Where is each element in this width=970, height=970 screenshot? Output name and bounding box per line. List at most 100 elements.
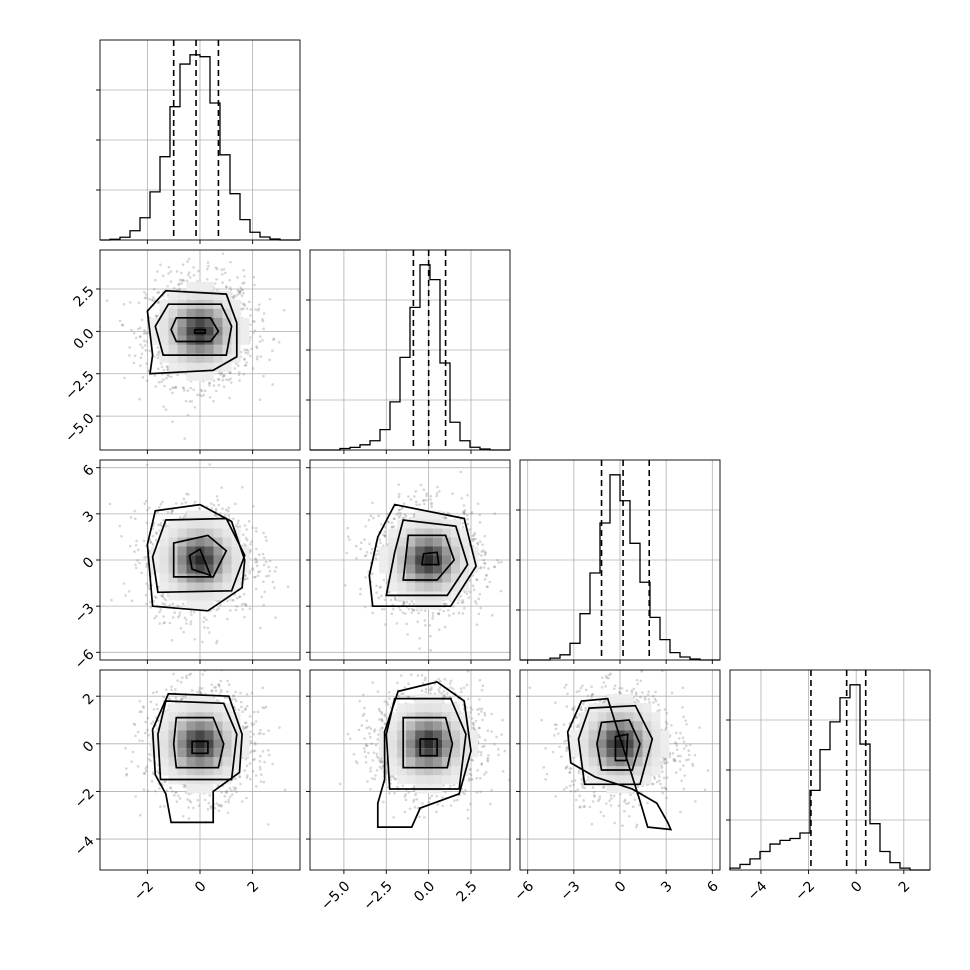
density-cell	[204, 582, 214, 592]
sample-point	[267, 753, 271, 757]
pair-content	[108, 463, 290, 645]
sample-point	[258, 570, 262, 573]
sample-point	[244, 603, 248, 607]
sample-point	[241, 725, 245, 728]
sample-point	[219, 679, 223, 683]
density-cell	[177, 591, 187, 601]
density-cell	[240, 748, 250, 758]
sample-point	[271, 762, 274, 766]
sample-point	[227, 798, 230, 802]
sample-point	[212, 503, 216, 507]
density-cell	[204, 573, 214, 583]
density-cell	[159, 317, 169, 327]
sample-point	[371, 516, 375, 520]
sample-point	[274, 565, 278, 569]
sample-point	[262, 603, 266, 607]
density-cell	[213, 308, 223, 318]
sample-point	[162, 368, 166, 372]
sample-point	[150, 779, 154, 783]
sample-point	[141, 346, 144, 349]
sample-point	[246, 349, 250, 352]
sample-point	[243, 615, 246, 619]
sample-point	[213, 806, 217, 810]
sample-point	[140, 352, 144, 356]
sample-point	[177, 283, 180, 287]
sample-point	[186, 413, 190, 417]
density-cell	[231, 748, 241, 758]
density-cell	[168, 703, 178, 713]
sample-point	[251, 526, 254, 530]
sample-point	[127, 590, 131, 593]
density-cell	[195, 694, 205, 704]
sample-point	[134, 795, 137, 798]
density-cell	[186, 353, 196, 363]
sample-point	[171, 420, 174, 424]
sample-point	[387, 521, 390, 524]
sample-point	[136, 559, 139, 562]
sample-point	[231, 694, 235, 698]
density-cell	[159, 730, 169, 740]
sample-point	[156, 270, 159, 273]
sample-point	[192, 265, 196, 269]
sample-point	[216, 377, 220, 381]
sample-point	[161, 500, 164, 504]
sample-point	[249, 323, 252, 326]
sample-point	[241, 710, 244, 714]
density-cell	[177, 353, 187, 363]
sample-point	[483, 534, 487, 538]
sample-point	[138, 561, 141, 565]
sample-point	[407, 607, 411, 611]
sample-point	[227, 506, 231, 510]
sample-point	[178, 516, 182, 519]
sample-point	[226, 617, 229, 621]
sample-point	[254, 587, 258, 591]
sample-point	[140, 571, 143, 575]
sample-point	[154, 789, 157, 793]
sample-point	[226, 811, 230, 815]
sample-point	[163, 602, 167, 606]
density-cell	[159, 308, 169, 318]
sample-point	[188, 799, 191, 802]
density-cell	[213, 528, 223, 538]
density-cell	[204, 600, 214, 610]
density-cell	[186, 721, 196, 731]
sample-point	[166, 368, 169, 372]
sample-point	[163, 621, 166, 624]
sample-point	[238, 595, 242, 598]
sample-point	[253, 575, 256, 579]
density-cell	[204, 748, 214, 758]
sample-point	[214, 689, 218, 692]
sample-point	[183, 616, 187, 620]
sample-point	[172, 794, 176, 797]
sample-point	[216, 498, 219, 502]
sample-point	[253, 320, 256, 323]
sample-point	[141, 739, 144, 743]
density-cell	[231, 353, 241, 363]
sample-point	[383, 598, 387, 602]
sample-point	[193, 637, 196, 641]
density-cell	[177, 555, 187, 565]
sample-point	[140, 710, 143, 713]
density-cell	[222, 308, 232, 318]
sample-point	[397, 483, 401, 486]
sample-point	[138, 813, 142, 817]
density-cell	[213, 721, 223, 731]
sample-point	[241, 533, 245, 536]
sample-point	[186, 798, 189, 801]
sample-point	[262, 374, 265, 378]
sample-point	[245, 704, 249, 708]
sample-point	[217, 683, 220, 686]
sample-point	[178, 797, 182, 800]
density-cell	[195, 519, 205, 529]
sample-point	[229, 288, 233, 291]
density-cell	[195, 308, 205, 318]
density-cell	[195, 573, 205, 583]
sample-point	[277, 340, 281, 344]
sample-point	[149, 540, 152, 544]
sample-point	[162, 378, 165, 382]
sample-point	[240, 602, 244, 606]
sample-point	[268, 358, 271, 362]
hist-panel-1	[306, 249, 511, 454]
sample-point	[143, 502, 146, 505]
sample-point	[260, 595, 264, 599]
